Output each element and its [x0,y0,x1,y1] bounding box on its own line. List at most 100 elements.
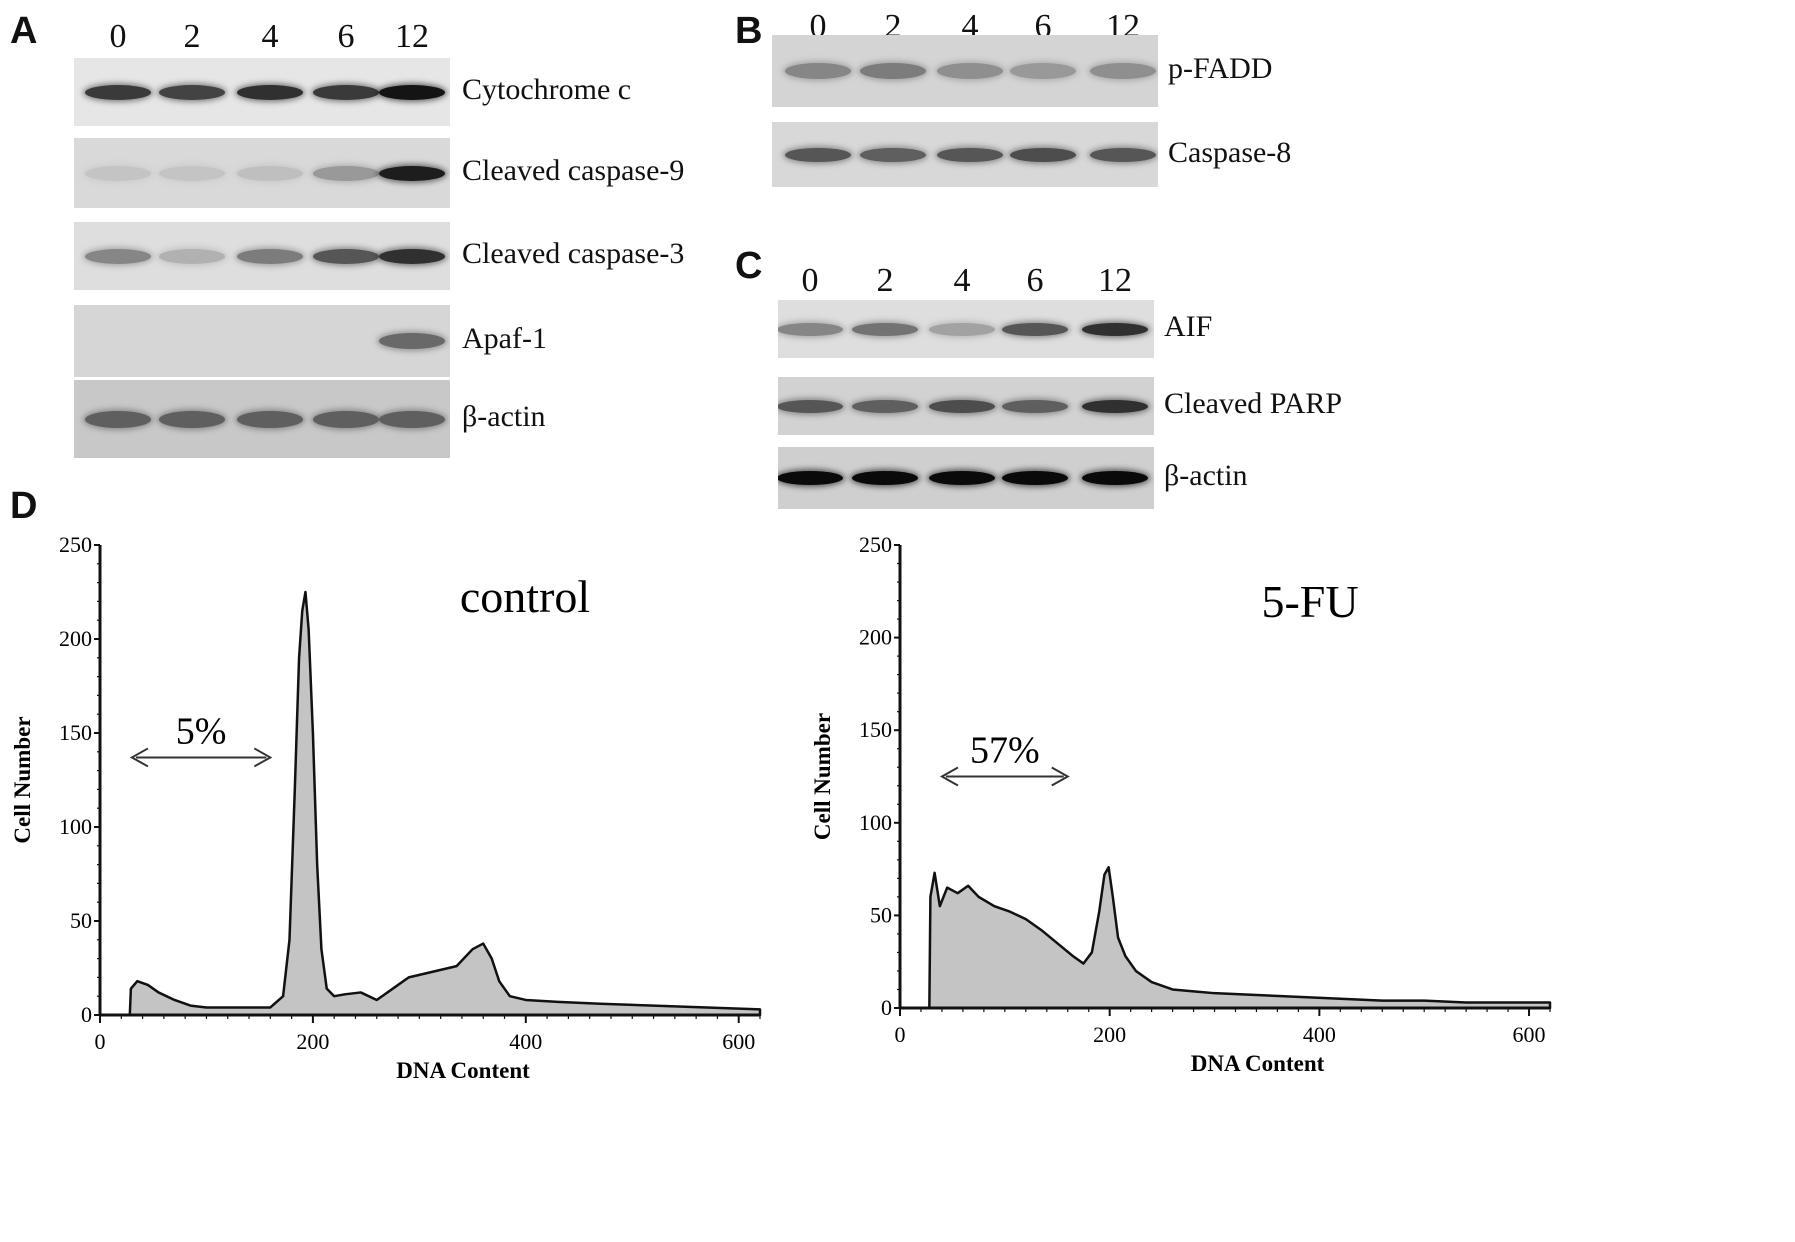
panel-a-label: A [10,10,38,52]
blot-band [85,410,151,428]
lane-label: 12 [395,18,429,55]
blot-band [237,84,303,100]
annotation-arrowhead-right [253,747,273,768]
blot-band [852,471,918,485]
blot-band [1002,471,1068,485]
x-tick-label: 600 [722,1029,755,1054]
x-axis-label: DNA Content [1191,1051,1325,1076]
blot-band [313,84,379,100]
lane-label: 4 [953,262,971,299]
annotation-arrowhead-left [939,766,959,787]
blot-label: AIF [1164,310,1213,343]
y-tick-label: 0 [81,1002,92,1027]
x-axis-label: DNA Content [396,1058,530,1083]
blot-band [1090,63,1156,79]
blot-label: Caspase-8 [1168,135,1292,169]
y-tick-label: 250 [59,532,92,557]
blot-band [85,84,151,100]
annotation-arrowhead-right [1051,766,1070,787]
blot-band [237,165,303,181]
blot-band [852,399,918,413]
blot-band [159,410,225,428]
y-axis-label: Cell Number [810,713,835,840]
blot-band [85,165,151,181]
blot-strip [74,380,450,458]
annotation-label: 57% [970,730,1040,772]
blot-band [860,147,926,162]
y-tick-label: 150 [59,720,92,745]
blot-band [379,333,445,349]
annotation-arrowhead-left [129,747,149,768]
blot-band [313,248,379,264]
x-tick-label: 400 [1303,1022,1336,1047]
blot-band [778,471,843,485]
y-tick-label: 200 [859,625,892,650]
y-tick-label: 100 [59,814,92,839]
blot-band [929,471,995,485]
blot-band [1010,63,1076,79]
blot-label: Cleaved PARP [1164,387,1343,420]
histogram-area [898,865,1552,1010]
y-tick-label: 250 [859,532,892,557]
x-tick-label: 200 [1093,1022,1126,1047]
blot-band [778,399,843,413]
blot-label: β-actin [462,400,546,433]
blot-band [937,63,1003,79]
blot-band [785,63,851,79]
blot-strip [772,35,1158,107]
blot-band [929,322,995,336]
chart-title: control [460,571,590,622]
blot-band [785,147,851,162]
blot-band [159,165,225,181]
blot-band [159,248,225,264]
lane-label: 12 [1098,262,1132,299]
x-tick-label: 0 [895,1022,906,1047]
blot-band [1082,471,1148,485]
blot-strip [74,222,450,290]
y-tick-label: 0 [881,995,892,1020]
blot-strip [772,122,1158,187]
y-tick-label: 100 [859,810,892,835]
blot-strip [74,138,450,208]
control-histogram: 0 50 100 150 200 250 0 200 400 600 DNA Content Cell… [10,532,762,1083]
blot-label: Cleaved caspase-3 [462,237,685,270]
blot-band [379,410,445,428]
blot-band [379,248,445,264]
blot-band [860,63,926,79]
annotation-label: 5% [176,710,227,752]
chart-title: 5-FU [1261,576,1358,627]
lane-label: 2 [183,18,201,55]
blot-band [379,84,445,100]
blot-band [237,248,303,264]
x-tick-label: 400 [509,1029,542,1054]
lane-label: 0 [109,18,127,55]
x-tick-label: 0 [95,1029,106,1054]
blot-band [85,248,151,264]
x-tick-label: 600 [1513,1022,1546,1047]
y-tick-label: 150 [859,717,892,742]
blot-band [1082,399,1148,413]
blot-band [159,84,225,100]
y-tick-label: 50 [870,902,892,927]
blot-band [778,322,843,336]
blot-band [237,410,303,428]
5fu-histogram: 0 50 100 150 200 250 0 200 400 600 DNA Content Cell… [810,532,1552,1076]
blot-band [379,165,445,181]
blot-band [929,399,995,413]
y-tick-label: 200 [59,626,92,651]
blot-strip [778,300,1154,358]
blot-band [1002,399,1068,413]
blot-band [937,147,1003,162]
blot-label: Cleaved caspase-9 [462,154,685,187]
panel-d-label: D [10,485,38,527]
blot-label: p-FADD [1168,52,1273,85]
blot-band [313,165,379,181]
panel-c-label: C [735,245,763,287]
blot-label: Cytochrome c [462,73,632,106]
y-axis-label: Cell Number [10,716,35,843]
blot-strip [778,377,1154,435]
lane-label: 6 [337,18,355,55]
blot-strip [74,58,450,126]
blot-band [852,322,918,336]
lane-label: 2 [876,262,894,299]
